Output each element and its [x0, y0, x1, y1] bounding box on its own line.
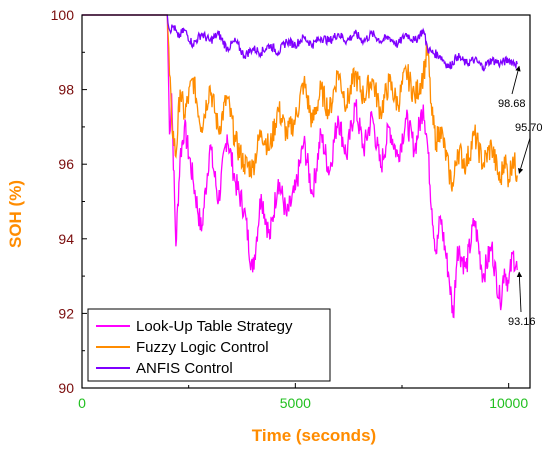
y-axis-label: SOH (%): [6, 180, 25, 248]
y-tick-label: 94: [58, 231, 74, 247]
y-axis-ticks: 90 92 94 96 98 100: [51, 7, 87, 396]
series-line-2: [82, 14, 518, 192]
annotation-arrow: [511, 65, 521, 95]
plot-lines: [82, 14, 518, 319]
annotation-arrow: [518, 137, 531, 174]
y-tick-label: 98: [58, 82, 74, 98]
y-tick-label: 90: [58, 380, 74, 396]
x-tick-label: 0: [78, 395, 86, 411]
end-value-annotations: 98.68 95.70 93.16: [498, 65, 543, 328]
series-line-1: [82, 14, 518, 319]
annotation-label: 93.16: [508, 316, 536, 328]
x-tick-label: 5000: [280, 395, 311, 411]
x-tick-label: 10000: [489, 395, 528, 411]
annotation-label: 98.68: [498, 98, 526, 110]
legend-label-anfis: ANFIS Control: [136, 360, 233, 377]
annotation-arrow: [516, 271, 523, 313]
y-tick-label: 96: [58, 156, 74, 172]
annotation-label: 95.70: [515, 122, 543, 134]
x-axis-label: Time (seconds): [252, 426, 376, 445]
y-tick-label: 100: [51, 7, 75, 23]
x-axis-ticks: 0 5000 10000: [78, 383, 528, 411]
y-tick-label: 92: [58, 305, 74, 321]
legend-label-flc: Fuzzy Logic Control: [136, 339, 269, 356]
legend: Look-Up Table Strategy Fuzzy Logic Contr…: [87, 308, 331, 382]
legend-label-lut: Look-Up Table Strategy: [136, 318, 293, 335]
series-line-3: [82, 14, 518, 72]
